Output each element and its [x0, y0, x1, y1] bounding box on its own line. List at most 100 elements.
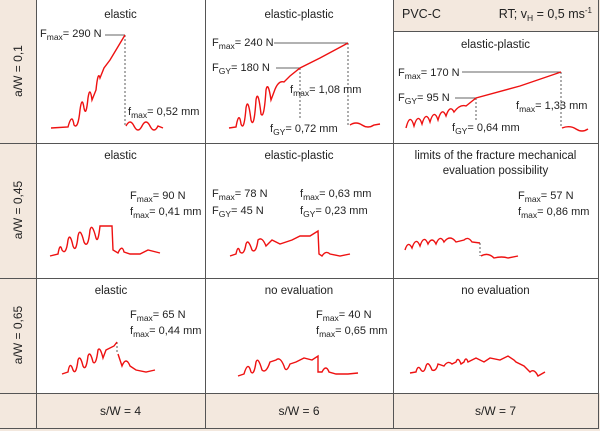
load-curve-tail	[561, 126, 589, 132]
measurement-label: Fmax= 240 N	[212, 37, 274, 50]
value: = 0,63 mm	[319, 188, 372, 200]
subscript: max	[136, 194, 153, 204]
subscript: GY	[404, 96, 418, 106]
symbol: F	[212, 62, 219, 74]
load-curve-tail	[349, 122, 381, 128]
cond-sub: H	[526, 13, 534, 23]
measurement-label: fmax= 0,86 mm	[518, 206, 589, 219]
symbol: f	[290, 84, 294, 96]
measurement-label: FGY= 45 N	[212, 205, 264, 218]
measurement-label: Fmax= 57 N	[518, 190, 574, 203]
test-conditions: RT; vH = 0,5 ms-1	[498, 6, 592, 23]
measurement-label: fGY= 0,72 mm	[270, 123, 338, 136]
symbol: f	[452, 122, 456, 134]
column-footer-band	[36, 393, 600, 431]
divider	[0, 278, 599, 279]
cond-prefix: RT; v	[498, 7, 527, 21]
value: = 78 N	[234, 188, 268, 200]
subscript: max	[133, 329, 150, 339]
cell-title: elastic-plastic	[460, 39, 531, 51]
value: = 0,41 mm	[149, 206, 202, 218]
value: = 0,44 mm	[149, 325, 202, 337]
value: = 90 N	[152, 190, 186, 202]
column-label: s/W = 7	[474, 404, 516, 418]
subscript: max	[404, 71, 421, 81]
symbol: f	[130, 325, 134, 337]
measurement-label: Fmax= 65 N	[130, 309, 186, 322]
symbol: f	[130, 206, 134, 218]
cell-title: limits of the fracture mechanical	[414, 150, 577, 162]
subscript: max	[218, 41, 235, 51]
symbol: F	[398, 92, 405, 104]
cell-title: elastic-plastic	[264, 9, 334, 21]
symbol: F	[212, 188, 219, 200]
subscript: GY	[218, 66, 232, 76]
divider	[393, 0, 394, 429]
subscript: GY	[218, 209, 232, 219]
symbol: F	[316, 309, 323, 321]
load-curve	[49, 225, 161, 257]
subscript: max	[133, 210, 150, 220]
value: = 0,86 mm	[537, 206, 590, 218]
value: = 240 N	[234, 37, 274, 49]
measurement-label: FGY= 180 N	[212, 62, 270, 75]
subscript: max	[521, 210, 538, 220]
measurement-label: fmax= 0,52 mm	[128, 106, 199, 119]
measurement-label: FGY= 95 N	[398, 92, 450, 105]
load-curve-tail	[480, 253, 519, 259]
load-curve	[409, 355, 546, 377]
measurement-label: Fmax= 78 N	[212, 188, 268, 201]
symbol: F	[130, 190, 137, 202]
load-curve	[61, 341, 118, 375]
load-curve	[50, 34, 126, 129]
cond-sup: -1	[584, 6, 592, 15]
value: = 45 N	[231, 205, 264, 217]
load-curve	[237, 354, 359, 377]
symbol: f	[518, 206, 522, 218]
value: = 0,23 mm	[315, 205, 368, 217]
subscript: max	[136, 313, 153, 323]
row-header-band	[0, 0, 36, 431]
load-curve-tail	[117, 353, 156, 373]
measurement-label: fGY= 0,64 mm	[452, 122, 520, 135]
measurement-label: Fmax= 90 N	[130, 190, 186, 203]
divider	[598, 0, 599, 429]
divider	[0, 143, 599, 144]
symbol: F	[212, 37, 219, 49]
measurement-label: fmax= 0,44 mm	[130, 325, 201, 338]
symbol: F	[212, 205, 219, 217]
load-curve	[404, 237, 481, 251]
subscript: GY	[455, 126, 468, 136]
measurement-label: Fmax= 290 N	[40, 28, 102, 41]
load-curve	[228, 42, 349, 129]
value: = 57 N	[540, 190, 574, 202]
material-label: PVC-C	[402, 7, 441, 21]
divider	[0, 428, 599, 429]
measurement-label: fmax= 0,63 mm	[300, 188, 371, 201]
cell-title: elastic	[104, 9, 137, 21]
load-curve	[405, 71, 562, 129]
symbol: f	[300, 205, 304, 217]
measurement-label: fmax= 0,41 mm	[130, 206, 201, 219]
condition-header-band	[393, 0, 600, 31]
cond-value: = 0,5 ms	[533, 7, 585, 21]
value: = 290 N	[62, 28, 102, 40]
subscript: max	[319, 329, 336, 339]
value: = 170 N	[420, 67, 460, 79]
divider	[393, 31, 599, 32]
symbol: F	[130, 309, 137, 321]
symbol: f	[270, 123, 274, 135]
column-label: s/W = 4	[99, 404, 141, 418]
divider	[205, 0, 206, 429]
symbol: f	[128, 106, 132, 118]
value: = 0,72 mm	[285, 123, 338, 135]
symbol: f	[316, 325, 320, 337]
subscript: GY	[303, 209, 316, 219]
subscript: max	[46, 32, 63, 42]
symbol: F	[40, 28, 47, 40]
cell-title: elastic	[94, 285, 128, 297]
measurement-label: Fmax= 170 N	[398, 67, 460, 80]
cell-title: no evaluation	[461, 285, 530, 297]
subscript: max	[218, 192, 235, 202]
